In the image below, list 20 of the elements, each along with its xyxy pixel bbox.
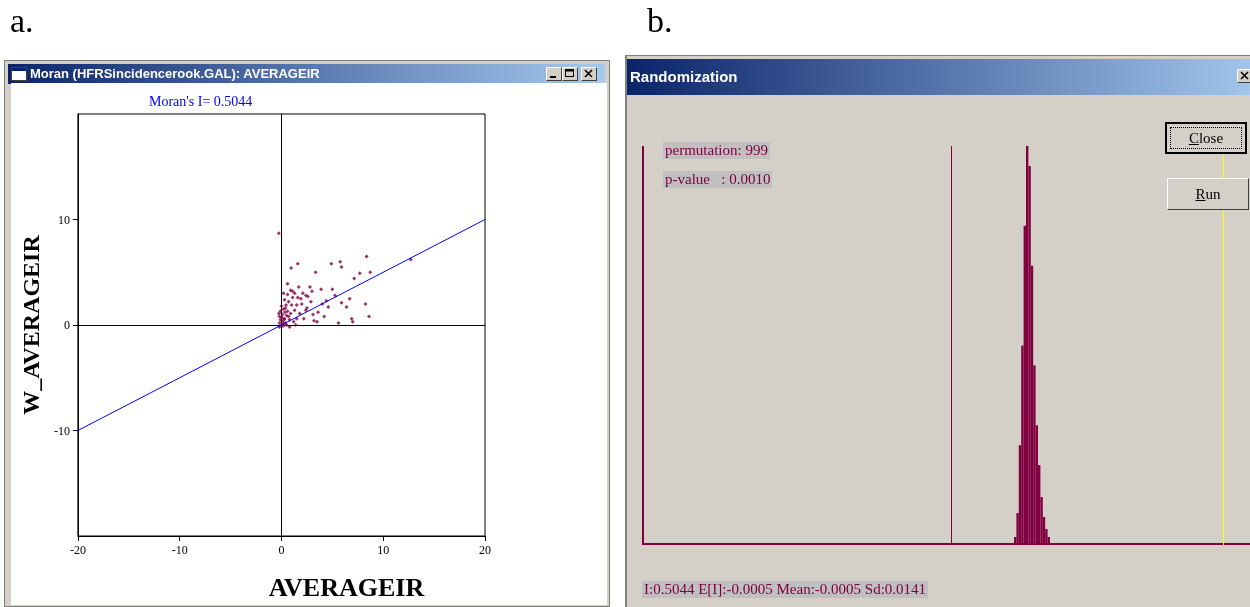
y-tick-label: 0 [63,318,70,332]
text: Randomization [627,59,1250,95]
x-tick-label: -10 [171,543,188,557]
y-tick-label: 10 [57,212,70,227]
text: a. [10,2,34,40]
text: I:0.5044 E[I]:-0.0005 Mean:-0.0005 Sd:0.0141 [642,581,929,598]
chart-title: Moran (HFRSincidencerook.GAL): AVERAGEIR [8,64,605,84]
x-tick-label: 20 [479,543,491,557]
x-axis-title: AVERAGEIR [268,572,425,602]
text: permutation: 999 [663,142,770,159]
text: Close [1188,129,1224,147]
chart-subtitle: Moran's I= 0.5044 [149,93,253,109]
x-tick-label: -20 [69,543,86,557]
text: Run [1195,185,1221,203]
text: b. [647,2,673,40]
x-tick-label: 0 [278,543,285,557]
x-tick-label: 10 [377,543,390,557]
y-axis-title: W_AVERAGEIR [18,234,44,415]
text: p-value : 0.0010 [663,171,773,188]
y-tick-label: -10 [53,423,70,438]
